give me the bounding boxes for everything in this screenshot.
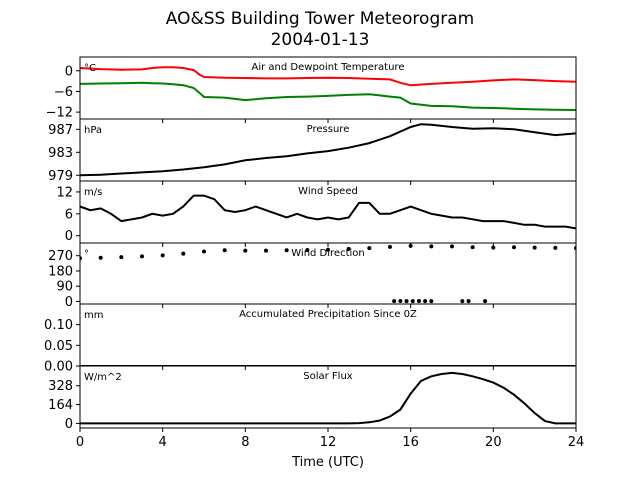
wind-direction-point [98,255,103,260]
y-tick-label: 0.00 [44,360,73,375]
y-tick-label: 983 [48,146,73,161]
wind-direction-point [460,299,465,304]
panel-unit-label: m/s [84,187,102,198]
y-tick-label: 0 [65,295,73,310]
wind-direction-point [346,246,351,251]
wind-direction-point [423,299,428,304]
wind-direction-point [243,248,248,253]
wind-direction-point [470,245,475,250]
y-tick-label: 90 [56,280,73,295]
panel-unit-label: °C [84,63,96,74]
figure-title-line1: AO&SS Building Tower Meteorogram [166,9,474,29]
wind-direction-point [429,244,434,249]
panel-2: 987 983 979 hPa Pressure [48,118,577,185]
panel-unit-label: W/m^2 [84,372,122,383]
wind-direction-point [410,299,415,304]
panel-title: Accumulated Precipitation Since 0Z [239,309,417,320]
x-tick-label: 24 [568,435,585,450]
wind-direction-point [119,255,124,260]
series-line-6-1 [80,371,576,425]
wind-direction-point [367,246,372,251]
panel-unit-label: mm [84,310,103,321]
panel-unit-label: hPa [84,125,102,136]
wind-direction-point [429,299,434,304]
y-tick-label: 12 [56,185,73,200]
series-line-2-1 [80,123,576,177]
wind-direction-point [532,245,537,250]
panel-data-3 [80,194,576,230]
y-tick-label: 979 [48,169,73,184]
y-tick-label: 0 [65,417,73,432]
series-line-1-1 [80,66,576,87]
wind-direction-point [408,243,413,248]
panels-group: 0−6−12°C Air and Dewpoint Temperature9879… [44,56,585,450]
y-tick-label: 0 [65,229,73,244]
panel-data-4 [80,243,576,304]
wind-direction-point [388,244,392,249]
x-axis-label: Time (UTC) [291,455,364,470]
panel-1: 0 −6 −12 °C Air and Dewpoint Temperature [46,56,577,123]
wind-direction-point [326,247,330,252]
wind-direction-point [483,299,488,304]
wind-direction-point [553,245,558,250]
y-tick-label: 0.05 [44,339,73,354]
figure-title-line2: 2004-01-13 [271,30,370,50]
panel-data-6 [80,371,576,425]
y-tick-label: 0 [65,64,73,79]
wind-direction-point [512,245,516,250]
panel-unit-label: ° [84,249,89,260]
y-tick-label: 987 [48,123,73,138]
y-tick-label: −6 [54,85,73,100]
wind-direction-point [398,298,403,303]
y-tick-label: 0.10 [44,318,73,333]
x-tick-label: 16 [402,435,419,450]
wind-direction-point [202,249,206,254]
wind-direction-point [416,298,421,303]
series-line-1-2 [80,81,576,111]
wind-direction-point [140,254,144,259]
y-tick-label: 6 [65,207,73,222]
panel-5: 0.10 0.05 0.00 mm Accumulated Precipitation … [44,303,577,375]
panel-6: 328 164 0 W/m^2 Solar Flux [48,365,577,432]
y-tick-label: 180 [48,264,73,279]
panel-data-1 [80,66,576,111]
series-line-3-1 [80,194,576,230]
panel-title: Wind Speed [298,186,358,197]
x-tick-label: 12 [320,435,337,450]
wind-direction-point [404,299,409,304]
wind-direction-point [466,299,471,304]
wind-direction-point [305,247,310,252]
wind-direction-point [450,244,454,249]
y-tick-label: −12 [46,106,73,121]
y-tick-label: 328 [48,379,73,394]
x-tick-label: 4 [159,435,167,450]
x-tick-label: 8 [241,435,249,450]
panel-title: Wind Direction [291,248,365,259]
panel-title: Solar Flux [303,371,353,382]
wind-direction-point [264,248,268,253]
wind-direction-point [181,251,186,256]
wind-direction-point [392,299,397,304]
y-tick-label: 270 [48,249,73,264]
wind-direction-point [222,248,227,253]
y-tick-label: 164 [48,398,73,413]
panel-data-2 [80,123,576,177]
panel-title: Air and Dewpoint Temperature [252,62,405,73]
x-tick-label: 0 [76,435,84,450]
panel-title: Pressure [307,124,350,135]
wind-direction-point [284,248,289,253]
x-tick-label: 20 [485,435,502,450]
wind-direction-point [491,245,496,250]
panel-3: 12 6 0 m/s Wind Speed [56,180,577,247]
wind-direction-point [160,253,165,258]
